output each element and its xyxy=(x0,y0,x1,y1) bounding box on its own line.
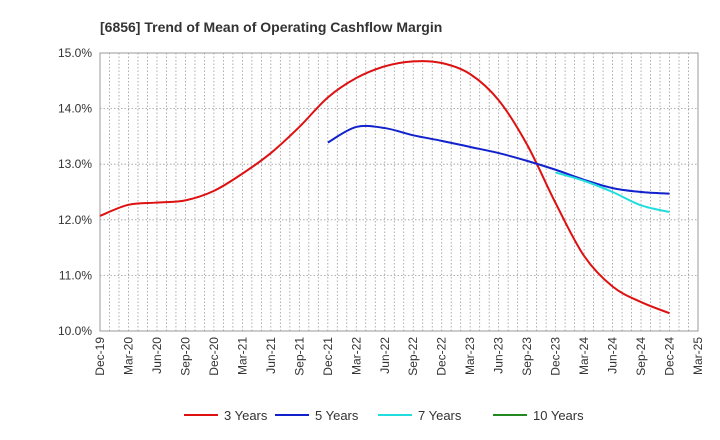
x-tick-label: Sep-24 xyxy=(634,337,648,376)
x-tick-label: Dec-20 xyxy=(207,337,221,376)
x-tick-label: Sep-23 xyxy=(520,337,534,376)
x-tick-label: Dec-24 xyxy=(663,337,677,376)
x-tick-label: Mar-24 xyxy=(577,337,591,375)
x-tick-label: Mar-23 xyxy=(463,337,477,375)
x-tick-label: Sep-20 xyxy=(178,337,192,376)
x-tick-label: Dec-23 xyxy=(549,337,563,376)
series-line-5-years xyxy=(327,124,670,195)
x-tick-label: Jun-24 xyxy=(606,337,620,374)
series-line-7-years xyxy=(555,171,670,213)
grid-lines xyxy=(100,53,698,331)
x-tick-label: Mar-21 xyxy=(235,337,249,375)
y-tick-label: 14.0% xyxy=(58,102,92,116)
y-tick-label: 12.0% xyxy=(58,213,92,227)
legend-label-3-years: 3 Years xyxy=(224,408,268,423)
x-tick-label: Mar-25 xyxy=(691,337,705,375)
x-tick-label: Dec-19 xyxy=(93,337,107,376)
chart-title: [6856] Trend of Mean of Operating Cashfl… xyxy=(100,19,442,35)
x-axis: Dec-19 Mar-20 Jun-20 Sep-20 Dec-20 Mar-21 Jun-… xyxy=(93,337,705,376)
y-tick-label: 10.0% xyxy=(58,324,92,338)
x-tick-label: Jun-22 xyxy=(378,337,392,374)
y-tick-label: 15.0% xyxy=(58,46,92,60)
legend-label-5-years: 5 Years xyxy=(315,408,359,423)
x-tick-label: Jun-20 xyxy=(150,337,164,374)
y-tick-label: 13.0% xyxy=(58,157,92,171)
y-axis: 10.0% 11.0% 12.0% 13.0% 14.0% 15.0% xyxy=(58,46,92,338)
y-tick-label: 11.0% xyxy=(59,268,92,282)
x-tick-label: Dec-22 xyxy=(435,337,449,376)
series-lines xyxy=(99,60,670,315)
plot-area xyxy=(99,52,699,332)
x-tick-label: Jun-21 xyxy=(264,337,278,374)
x-tick-label: Mar-22 xyxy=(349,337,363,375)
legend-label-7-years: 7 Years xyxy=(418,408,462,423)
legend-label-10-years: 10 Years xyxy=(533,408,584,423)
x-tick-label: Jun-23 xyxy=(492,337,506,374)
series-line-3-years xyxy=(99,60,670,315)
x-tick-label: Sep-22 xyxy=(406,337,420,376)
x-tick-label: Sep-21 xyxy=(292,337,306,376)
x-tick-label: Mar-20 xyxy=(121,337,135,375)
x-tick-label: Dec-21 xyxy=(321,337,335,376)
legend: 3 Years 5 Years 7 Years 10 Years xyxy=(184,408,584,423)
plot-frame xyxy=(99,52,699,332)
